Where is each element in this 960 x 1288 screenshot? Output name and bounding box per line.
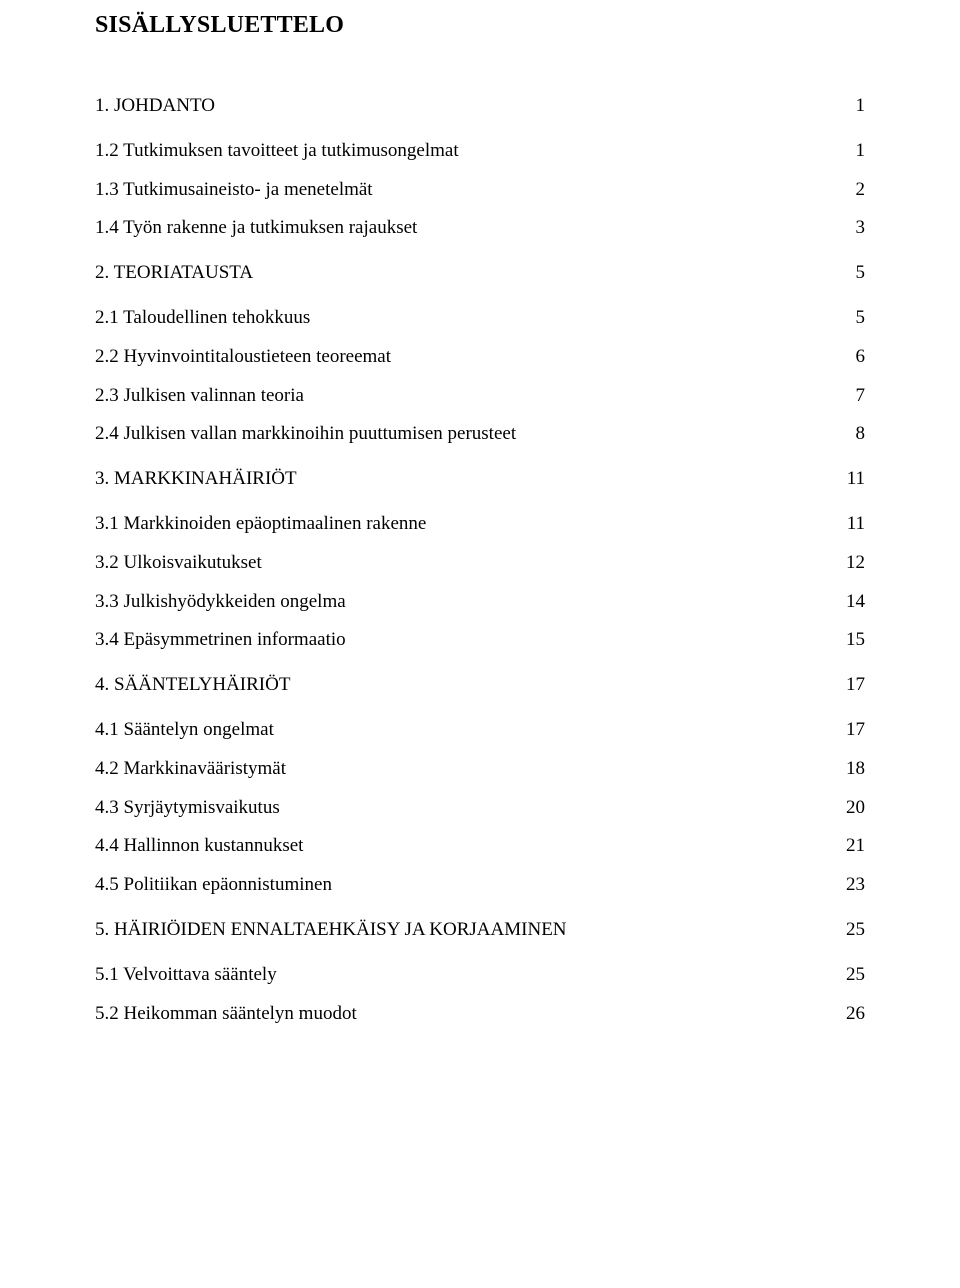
toc-page-number: 5 <box>856 307 866 330</box>
toc-entry: 5. HÄIRIÖIDEN ENNALTAEHKÄISY JA KORJAAMI… <box>95 919 865 942</box>
toc-entry: 4.5 Politiikan epäonnistuminen 23 <box>95 874 865 897</box>
toc-label: 2.1 Taloudellinen tehokkuus <box>95 307 310 330</box>
toc-entry: 4.3 Syrjäytymisvaikutus 20 <box>95 797 865 820</box>
toc-entry: 4.4 Hallinnon kustannukset 21 <box>95 835 865 858</box>
toc-entry: 1.4 Työn rakenne ja tutkimuksen rajaukse… <box>95 217 865 240</box>
toc-page-number: 11 <box>847 513 865 536</box>
toc-label: 3.4 Epäsymmetrinen informaatio <box>95 629 346 652</box>
toc-page-number: 25 <box>846 964 865 987</box>
toc-label: 2. TEORIATAUSTA <box>95 262 253 285</box>
toc-page-number: 11 <box>847 468 865 491</box>
toc-label: 2.3 Julkisen valinnan teoria <box>95 385 304 408</box>
toc-label: 4.3 Syrjäytymisvaikutus <box>95 797 280 820</box>
toc-page-number: 25 <box>846 919 865 942</box>
toc-page-number: 21 <box>846 835 865 858</box>
toc-entry: 2. TEORIATAUSTA 5 <box>95 262 865 285</box>
toc-label: 3. MARKKINAHÄIRIÖT <box>95 468 297 491</box>
toc-label: 5.2 Heikomman sääntelyn muodot <box>95 1003 357 1026</box>
toc-page-number: 15 <box>846 629 865 652</box>
toc-label: 4. SÄÄNTELYHÄIRIÖT <box>95 674 290 697</box>
toc-page-number: 18 <box>846 758 865 781</box>
toc-page-number: 1 <box>856 140 866 163</box>
document-page: SISÄLLYSLUETTELO 1. JOHDANTO 1 1.2 Tutki… <box>0 0 960 1288</box>
toc-label: 4.4 Hallinnon kustannukset <box>95 835 303 858</box>
toc-entry: 3.4 Epäsymmetrinen informaatio 15 <box>95 629 865 652</box>
toc-page-number: 5 <box>856 262 866 285</box>
toc-page-number: 14 <box>846 591 865 614</box>
toc-label: 1.2 Tutkimuksen tavoitteet ja tutkimuson… <box>95 140 459 163</box>
toc-label: 1. JOHDANTO <box>95 95 215 118</box>
toc-entry: 3. MARKKINAHÄIRIÖT 11 <box>95 468 865 491</box>
toc-entry: 4. SÄÄNTELYHÄIRIÖT 17 <box>95 674 865 697</box>
toc-label: 4.2 Markkinavääristymät <box>95 758 286 781</box>
toc-label: 4.5 Politiikan epäonnistuminen <box>95 874 332 897</box>
toc-page-number: 23 <box>846 874 865 897</box>
toc-entry: 2.1 Taloudellinen tehokkuus 5 <box>95 307 865 330</box>
toc-entry: 3.1 Markkinoiden epäoptimaalinen rakenne… <box>95 513 865 536</box>
toc-label: 2.4 Julkisen vallan markkinoihin puuttum… <box>95 423 516 446</box>
toc-page-number: 3 <box>856 217 866 240</box>
toc-label: 2.2 Hyvinvointitaloustieteen teoreemat <box>95 346 391 369</box>
toc-page-number: 8 <box>856 423 866 446</box>
toc-label: 3.2 Ulkoisvaikutukset <box>95 552 262 575</box>
toc-entry: 2.4 Julkisen vallan markkinoihin puuttum… <box>95 423 865 446</box>
toc-entry: 4.1 Sääntelyn ongelmat 17 <box>95 719 865 742</box>
toc-entry: 4.2 Markkinavääristymät 18 <box>95 758 865 781</box>
toc-label: 5.1 Velvoittava sääntely <box>95 964 277 987</box>
toc-page-number: 20 <box>846 797 865 820</box>
toc-label: 5. HÄIRIÖIDEN ENNALTAEHKÄISY JA KORJAAMI… <box>95 919 567 942</box>
toc-page-number: 6 <box>856 346 866 369</box>
toc-page-number: 17 <box>846 719 865 742</box>
toc-entry: 3.2 Ulkoisvaikutukset 12 <box>95 552 865 575</box>
toc-page-number: 12 <box>846 552 865 575</box>
toc-page-number: 26 <box>846 1003 865 1026</box>
toc-label: 1.3 Tutkimusaineisto- ja menetelmät <box>95 179 373 202</box>
toc-page-number: 17 <box>846 674 865 697</box>
toc-page-number: 2 <box>856 179 866 202</box>
toc-page-number: 1 <box>856 95 866 118</box>
toc-page-number: 7 <box>856 385 866 408</box>
toc-entry: 1. JOHDANTO 1 <box>95 95 865 118</box>
toc-entry: 3.3 Julkishyödykkeiden ongelma 14 <box>95 591 865 614</box>
toc-entry: 5.2 Heikomman sääntelyn muodot 26 <box>95 1003 865 1026</box>
toc-entry: 2.3 Julkisen valinnan teoria 7 <box>95 385 865 408</box>
toc-label: 1.4 Työn rakenne ja tutkimuksen rajaukse… <box>95 217 417 240</box>
toc-label: 3.3 Julkishyödykkeiden ongelma <box>95 591 346 614</box>
toc-list: 1. JOHDANTO 1 1.2 Tutkimuksen tavoitteet… <box>95 95 865 1025</box>
toc-entry: 1.3 Tutkimusaineisto- ja menetelmät 2 <box>95 179 865 202</box>
toc-label: 4.1 Sääntelyn ongelmat <box>95 719 274 742</box>
toc-entry: 5.1 Velvoittava sääntely 25 <box>95 964 865 987</box>
toc-label: 3.1 Markkinoiden epäoptimaalinen rakenne <box>95 513 426 536</box>
toc-entry: 1.2 Tutkimuksen tavoitteet ja tutkimuson… <box>95 140 865 163</box>
toc-entry: 2.2 Hyvinvointitaloustieteen teoreemat 6 <box>95 346 865 369</box>
page-title: SISÄLLYSLUETTELO <box>95 12 865 39</box>
